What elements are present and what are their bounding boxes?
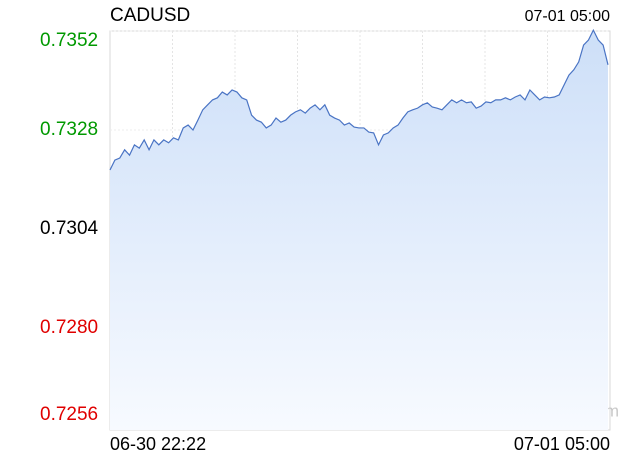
y-tick-label: 0.7328 [40,119,98,140]
chart-title: CADUSD [110,5,190,26]
price-line [109,28,609,171]
y-tick-label: 0.7280 [40,317,98,338]
area [110,30,608,430]
y-tick-label: 0.7256 [40,404,98,425]
x-label: 06-30 22:22 [110,434,206,454]
y-tick-label: 0.7304 [40,218,99,239]
timestamp: 07-01 05:00 [525,8,611,25]
y-tick-label: 0.7352 [40,30,98,51]
x-label: 07-01 05:00 [514,434,610,454]
